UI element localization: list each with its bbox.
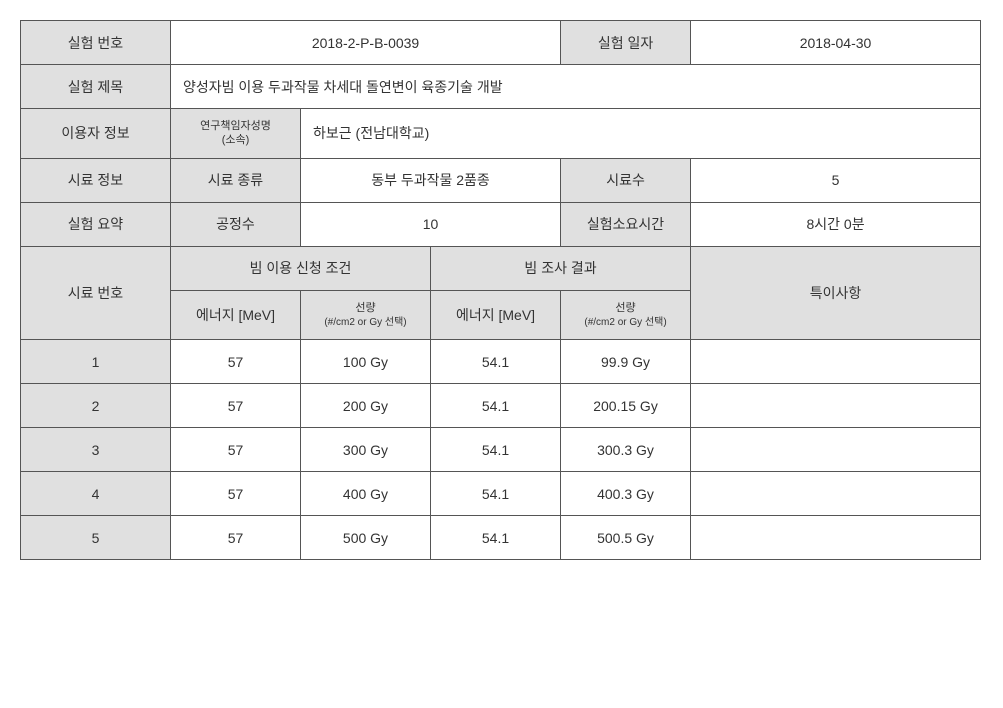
cell-req-dose: 300 Gy <box>301 428 431 472</box>
label-sample-count: 시료수 <box>561 158 691 202</box>
cell-res-energy: 54.1 <box>431 516 561 560</box>
cell-req-dose: 500 Gy <box>301 516 431 560</box>
label-experiment-date: 실험 일자 <box>561 21 691 65</box>
label-experiment-duration: 실험소요시간 <box>561 202 691 246</box>
value-sample-type: 동부 두과작물 2품종 <box>301 158 561 202</box>
cell-res-dose: 400.3 Gy <box>561 472 691 516</box>
label-process-count: 공정수 <box>171 202 301 246</box>
label-experiment-summary: 실험 요약 <box>21 202 171 246</box>
cell-req-energy: 57 <box>171 472 301 516</box>
cell-sample-no: 5 <box>21 516 171 560</box>
cell-res-energy: 54.1 <box>431 472 561 516</box>
label-res-dose-title: 선량 <box>615 302 635 314</box>
table-row: 4 57 400 Gy 54.1 400.3 Gy <box>21 472 981 516</box>
row-experiment-title: 실험 제목 양성자빔 이용 두과작물 차세대 돌연변이 육종기술 개발 <box>21 65 981 109</box>
label-pi-name: 연구책임자성명 (소속) <box>171 109 301 159</box>
cell-req-energy: 57 <box>171 428 301 472</box>
cell-req-dose: 200 Gy <box>301 384 431 428</box>
cell-sample-no: 2 <box>21 384 171 428</box>
value-experiment-no: 2018-2-P-B-0039 <box>171 21 561 65</box>
label-experiment-no: 실험 번호 <box>21 21 171 65</box>
label-res-dose-unit: (#/cm2 or Gy 선택) <box>584 317 666 328</box>
label-remarks: 특이사항 <box>691 246 981 340</box>
cell-req-energy: 57 <box>171 516 301 560</box>
row-sample-info: 시료 정보 시료 종류 동부 두과작물 2품종 시료수 5 <box>21 158 981 202</box>
cell-remark <box>691 472 981 516</box>
row-user-info: 이용자 정보 연구책임자성명 (소속) 하보근 (전남대학교) <box>21 109 981 159</box>
row-column-headers-1: 시료 번호 빔 이용 신청 조건 빔 조사 결과 특이사항 <box>21 246 981 290</box>
table-row: 5 57 500 Gy 54.1 500.5 Gy <box>21 516 981 560</box>
label-res-energy: 에너지 [MeV] <box>431 290 561 340</box>
cell-req-dose: 100 Gy <box>301 340 431 384</box>
row-experiment-summary: 실험 요약 공정수 10 실험소요시간 8시간 0분 <box>21 202 981 246</box>
row-experiment-header: 실험 번호 2018-2-P-B-0039 실험 일자 2018-04-30 <box>21 21 981 65</box>
label-pi-name-line2: (소속) <box>222 134 250 146</box>
value-experiment-duration: 8시간 0분 <box>691 202 981 246</box>
table-row: 1 57 100 Gy 54.1 99.9 Gy <box>21 340 981 384</box>
cell-remark <box>691 516 981 560</box>
label-pi-name-line1: 연구책임자성명 <box>200 120 271 132</box>
cell-sample-no: 1 <box>21 340 171 384</box>
cell-req-energy: 57 <box>171 384 301 428</box>
value-process-count: 10 <box>301 202 561 246</box>
label-sample-type: 시료 종류 <box>171 158 301 202</box>
cell-res-dose: 500.5 Gy <box>561 516 691 560</box>
cell-res-energy: 54.1 <box>431 384 561 428</box>
table-row: 3 57 300 Gy 54.1 300.3 Gy <box>21 428 981 472</box>
value-experiment-date: 2018-04-30 <box>691 21 981 65</box>
label-res-dose: 선량 (#/cm2 or Gy 선택) <box>561 290 691 340</box>
label-experiment-title: 실험 제목 <box>21 65 171 109</box>
cell-res-energy: 54.1 <box>431 428 561 472</box>
cell-remark <box>691 428 981 472</box>
label-req-energy: 에너지 [MeV] <box>171 290 301 340</box>
label-user-info: 이용자 정보 <box>21 109 171 159</box>
cell-remark <box>691 340 981 384</box>
cell-sample-no: 3 <box>21 428 171 472</box>
cell-remark <box>691 384 981 428</box>
cell-res-dose: 300.3 Gy <box>561 428 691 472</box>
cell-res-dose: 200.15 Gy <box>561 384 691 428</box>
cell-sample-no: 4 <box>21 472 171 516</box>
label-req-dose-title: 선량 <box>355 302 375 314</box>
label-beam-result: 빔 조사 결과 <box>431 246 691 290</box>
label-sample-number: 시료 번호 <box>21 246 171 340</box>
value-sample-count: 5 <box>691 158 981 202</box>
cell-req-dose: 400 Gy <box>301 472 431 516</box>
value-experiment-title: 양성자빔 이용 두과작물 차세대 돌연변이 육종기술 개발 <box>171 65 981 109</box>
label-sample-info: 시료 정보 <box>21 158 171 202</box>
cell-res-dose: 99.9 Gy <box>561 340 691 384</box>
experiment-table: 실험 번호 2018-2-P-B-0039 실험 일자 2018-04-30 실… <box>20 20 981 560</box>
label-req-dose-unit: (#/cm2 or Gy 선택) <box>324 317 406 328</box>
table-row: 2 57 200 Gy 54.1 200.15 Gy <box>21 384 981 428</box>
value-pi: 하보근 (전남대학교) <box>301 109 981 159</box>
cell-res-energy: 54.1 <box>431 340 561 384</box>
cell-req-energy: 57 <box>171 340 301 384</box>
label-beam-request: 빔 이용 신청 조건 <box>171 246 431 290</box>
label-req-dose: 선량 (#/cm2 or Gy 선택) <box>301 290 431 340</box>
